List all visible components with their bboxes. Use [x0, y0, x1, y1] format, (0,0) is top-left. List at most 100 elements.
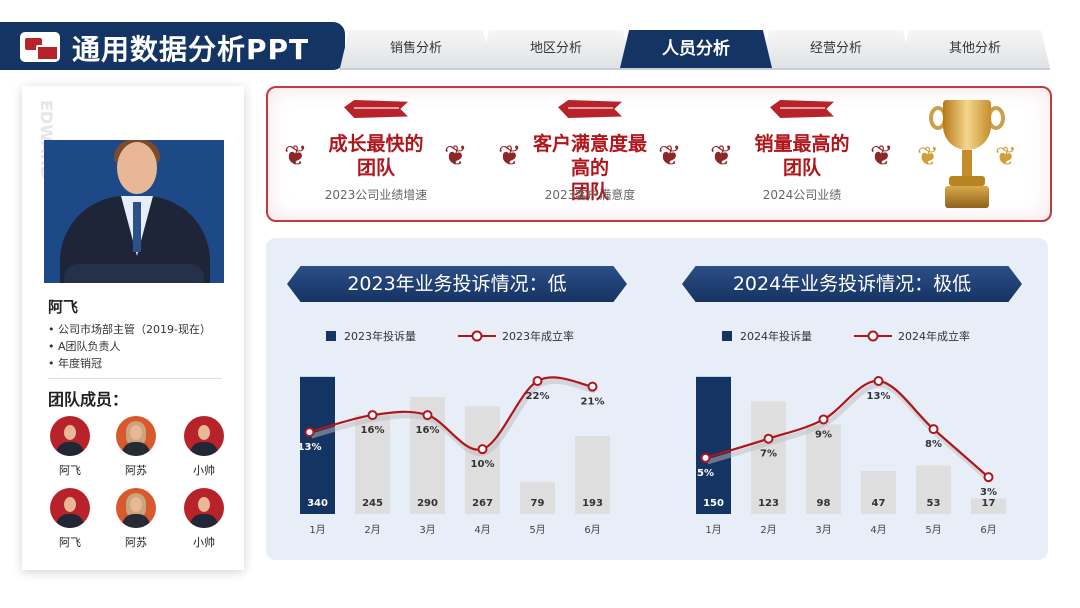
line-point — [587, 381, 598, 392]
chat-logo-icon — [20, 32, 60, 62]
series-line — [705, 379, 990, 478]
profile-photo — [44, 140, 224, 283]
line-point — [873, 376, 884, 386]
line-value-label: 9% — [815, 429, 832, 440]
laurel-right-icon: ❦ — [658, 139, 682, 172]
bar — [575, 436, 610, 514]
tab-region[interactable]: 地区分析 — [480, 30, 632, 68]
x-tick-label: 2月 — [760, 524, 776, 536]
tab-other[interactable]: 其他分析 — [900, 30, 1050, 68]
x-tick-label: 1月 — [705, 524, 721, 536]
line-point — [477, 444, 488, 455]
laurel-right-icon: ❦ — [444, 139, 468, 172]
tab-operations[interactable]: 经营分析 — [760, 30, 912, 68]
avatar — [116, 488, 156, 528]
tab-sales[interactable]: 销售分析 — [340, 30, 492, 68]
laurel-left-icon: ❦ — [710, 139, 734, 172]
bar — [806, 424, 841, 514]
line-point — [422, 410, 433, 421]
bar — [751, 401, 786, 514]
bar — [520, 482, 555, 514]
line-value-label: 13% — [298, 442, 322, 453]
line-point — [763, 433, 774, 444]
member-item[interactable]: 小帅 — [183, 416, 225, 478]
ribbon-icon — [344, 100, 408, 118]
bar-value-label: 47 — [872, 498, 886, 509]
member-item[interactable]: 阿飞 — [49, 488, 91, 550]
legend-label-line: 2023年成立率 — [502, 329, 574, 343]
members-title: 团队成员： — [48, 390, 129, 409]
x-tick-label: 6月 — [980, 524, 996, 536]
member-item[interactable]: 阿飞 — [49, 416, 91, 478]
trophy-icon: ❦ ❦ — [917, 96, 1017, 214]
member-name: 小帅 — [193, 464, 215, 477]
complaints-chart-2023: 2023年投诉量 2023年成立率 340 1月 245 2月 290 3月 267 4月 79 5月… — [298, 329, 610, 536]
chart-title-banner — [287, 266, 627, 302]
tab-personnel[interactable]: 人员分析 — [620, 30, 772, 68]
x-tick-label: 5月 — [925, 524, 941, 536]
line-value-label: 16% — [361, 425, 385, 436]
bar — [861, 471, 896, 514]
member-item[interactable]: 小帅 — [183, 488, 225, 550]
legend-swatch-bars — [326, 331, 336, 341]
bar — [971, 498, 1006, 514]
legend-label-bars: 2023年投诉量 — [344, 329, 416, 343]
x-tick-label: 4月 — [474, 524, 490, 536]
line-value-label: 8% — [925, 439, 942, 450]
honor-subtitle: 2023客户满意度 — [544, 188, 636, 202]
line-point — [367, 410, 378, 421]
series-line-shadow — [310, 378, 596, 457]
legend-marker-line — [867, 330, 879, 342]
avatar — [184, 488, 224, 528]
laurel-left-icon: ❦ — [284, 139, 308, 172]
bar-value-label: 267 — [472, 498, 493, 509]
detail-award: • 年度销冠 — [48, 357, 102, 370]
tab-bar: 销售分析 地区分析 经营分析 其他分析 人员分析 — [340, 30, 1050, 70]
laurel-left-icon: ❦ — [498, 139, 522, 172]
x-tick-label: 4月 — [870, 524, 886, 536]
series-line-shadow — [706, 382, 993, 484]
bar-value-label: 123 — [758, 498, 779, 509]
x-tick-label: 3月 — [419, 524, 435, 536]
honor-title: 成长最快的 团队 — [328, 133, 424, 179]
line-value-label: 21% — [581, 397, 605, 408]
line-value-label: 5% — [697, 468, 714, 479]
ribbon-icon — [770, 100, 834, 118]
bar-value-label: 17 — [982, 498, 996, 509]
line-point — [532, 376, 543, 386]
legend-marker-line — [471, 330, 483, 342]
honor-subtitle: 2023公司业绩增速 — [324, 188, 428, 202]
line-point — [983, 472, 994, 483]
series-line — [309, 376, 593, 451]
line-value-label: 7% — [760, 449, 777, 460]
line-point — [818, 414, 829, 425]
member-item[interactable]: 阿苏 — [115, 416, 157, 478]
x-tick-label: 1月 — [309, 524, 325, 536]
chart-title: 2024年业务投诉情况：极低 — [732, 273, 972, 295]
bar — [355, 415, 390, 514]
member-item[interactable]: 阿苏 — [115, 488, 157, 550]
page-title: 通用数据分析PPT — [72, 33, 310, 66]
laurel-right-icon: ❦ — [870, 139, 894, 172]
honor-item: ❦ ❦ 客户满意度最高的 团队 2023客户满意度 — [488, 96, 688, 214]
legend-label-line: 2024年成立率 — [898, 329, 970, 343]
line-point — [928, 424, 939, 435]
line-point — [700, 452, 711, 463]
divider — [48, 378, 222, 379]
line-value-label: 10% — [471, 459, 495, 470]
honor-title: 销量最高的 团队 — [754, 133, 850, 179]
bar-value-label: 150 — [703, 498, 724, 509]
avatar — [116, 416, 156, 456]
bar — [300, 376, 335, 514]
x-tick-label: 5月 — [529, 524, 545, 536]
ribbon-icon — [558, 100, 622, 118]
honor-subtitle: 2024公司业绩 — [762, 188, 842, 202]
avatar — [184, 416, 224, 456]
bar-value-label: 245 — [362, 498, 383, 509]
line-value-label: 13% — [867, 391, 891, 402]
member-name: 阿飞 — [59, 536, 81, 549]
line-point — [304, 427, 315, 438]
detail-role: • 公司市场部主管（2019-现在） — [48, 323, 211, 336]
bar-value-label: 193 — [582, 498, 603, 509]
